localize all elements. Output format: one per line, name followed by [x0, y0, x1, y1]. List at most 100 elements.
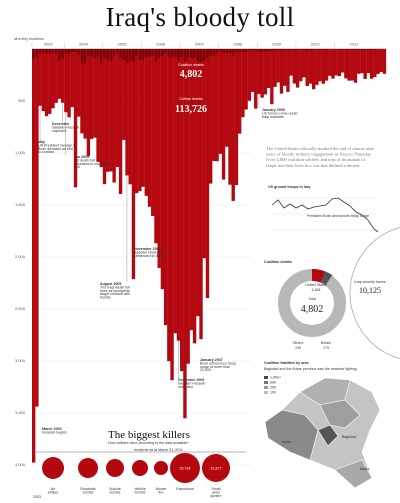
donut-britain-segment	[311, 269, 326, 283]
coalition-bar	[132, 49, 135, 61]
civilian-bar	[41, 49, 46, 112]
coalition-bar	[189, 49, 193, 58]
civilian-bar	[357, 49, 361, 74]
civilian-bar	[350, 49, 354, 81]
coalition-bar	[119, 49, 122, 58]
civilian-bar	[315, 49, 319, 85]
year-label: 2008	[234, 42, 244, 47]
civilian-bar	[376, 49, 380, 74]
y-tick-label: 1,500	[15, 202, 26, 207]
legend-swatch	[264, 381, 268, 384]
iraq-forces-value: 10,125	[359, 286, 381, 295]
coalition-bar	[280, 49, 283, 51]
coalition-bar	[276, 49, 280, 51]
civilian-bars	[32, 49, 387, 463]
summary-text: The United States officially marked the …	[266, 146, 374, 168]
killer-bubble	[78, 458, 98, 478]
civilian-bar	[337, 49, 342, 77]
year-label: 2003	[44, 42, 54, 47]
coalition-bar	[260, 49, 264, 52]
civilian-bar	[218, 49, 223, 154]
civilian-bar	[273, 49, 277, 87]
coalition-bar	[370, 49, 373, 50]
coalition-bar	[77, 49, 81, 55]
civilian-bar	[266, 49, 271, 88]
coalition-bar	[212, 49, 216, 57]
coalition-bar	[215, 49, 219, 54]
civilian-bar	[128, 49, 132, 185]
annotation-text: November 2006 Saddam Hussein sentenced to …	[134, 247, 165, 258]
coalition-bar	[64, 49, 68, 54]
civilian-bar	[347, 49, 351, 81]
civilian-bar	[131, 49, 136, 280]
civilian-total-value: 113,726	[175, 104, 207, 115]
coalition-bar	[41, 49, 45, 53]
civilian-bar	[57, 49, 62, 99]
civilian-bar	[340, 49, 345, 73]
bottom-year-label: 2003	[33, 495, 41, 499]
civilian-bar	[89, 49, 94, 139]
coalition-bar	[32, 49, 35, 59]
year-axis: 2003 2004 2005 2006 2007 2008 2009 2010 2011	[31, 42, 386, 49]
coalition-bar	[154, 49, 158, 62]
coalition-total-inner-value: 4,802	[301, 304, 324, 315]
annotation-text: December 2006 Saddam Hussein executed	[178, 378, 205, 389]
troops-chart-note: President Bush announces troop surge	[307, 214, 369, 218]
coalition-bar	[90, 49, 93, 57]
legend-label: 500	[270, 381, 276, 385]
civilian-bar	[118, 49, 123, 194]
coalition-bar	[141, 49, 145, 60]
legend-label: 1,000+	[270, 376, 281, 380]
civilian-bar	[141, 49, 145, 187]
coalition-bar	[54, 49, 58, 54]
coalition-bar	[309, 49, 312, 51]
annotations: May US President George W. Bush declares a…	[38, 93, 299, 434]
civilian-bar	[382, 49, 387, 74]
coalition-bar	[193, 49, 196, 58]
civilian-bar	[363, 49, 367, 79]
coalition-bar	[257, 49, 261, 52]
civilian-bar	[311, 49, 316, 90]
coalition-bar	[148, 49, 151, 57]
legend-label: 100	[270, 391, 276, 395]
civilian-bar	[286, 49, 290, 92]
y-tick-label: 2,000	[15, 254, 26, 259]
civilian-bar	[209, 49, 213, 184]
coalition-bar	[354, 49, 357, 50]
coalition-bar	[263, 49, 267, 52]
civilian-bar	[241, 49, 245, 118]
legend-swatch	[264, 376, 268, 379]
coalition-bar	[225, 49, 229, 53]
civilian-bar	[109, 49, 113, 172]
civilian-bar	[360, 49, 364, 74]
y-axis-ticks: 500 1,000 1,500 2,000 2,500 3,000 3,500 4,000	[15, 98, 26, 467]
coalition-bar	[234, 49, 238, 53]
coalition-bar	[244, 49, 248, 53]
killer-label: Mortar fire	[156, 487, 167, 494]
coalition-bar	[344, 49, 348, 50]
annotation-text: January 2007 Bush announces troop surge of…	[200, 358, 236, 372]
coalition-total-inner-label: Total	[308, 297, 316, 301]
coalition-bar	[99, 49, 103, 65]
civilian-bar	[299, 49, 303, 82]
coalition-bar	[289, 49, 293, 51]
killer-label: Executions	[176, 487, 194, 491]
y-tick-label: 3,000	[15, 358, 26, 363]
y-tick-label: 2,500	[15, 306, 26, 311]
coalition-bar	[231, 49, 235, 56]
coalition-bar	[222, 49, 225, 53]
civilian-bar	[54, 49, 58, 103]
coalition-bar	[325, 49, 328, 50]
coalition-bar	[350, 49, 354, 50]
civilian-bar	[308, 49, 313, 84]
civilian-bar	[35, 49, 39, 407]
civilian-bar	[70, 49, 74, 108]
civilian-total-label: Civilian deaths	[179, 97, 203, 101]
civilian-bar	[80, 49, 84, 134]
killers-bubbles: Air strikes Roadside bombs Suicide bombs Vehic…	[42, 453, 230, 498]
others-value: 139	[295, 346, 301, 350]
civilian-bar	[305, 49, 309, 87]
coalition-bar	[357, 49, 361, 50]
killer-label: Roadside bombs	[80, 487, 95, 494]
coalition-bar	[96, 49, 100, 57]
